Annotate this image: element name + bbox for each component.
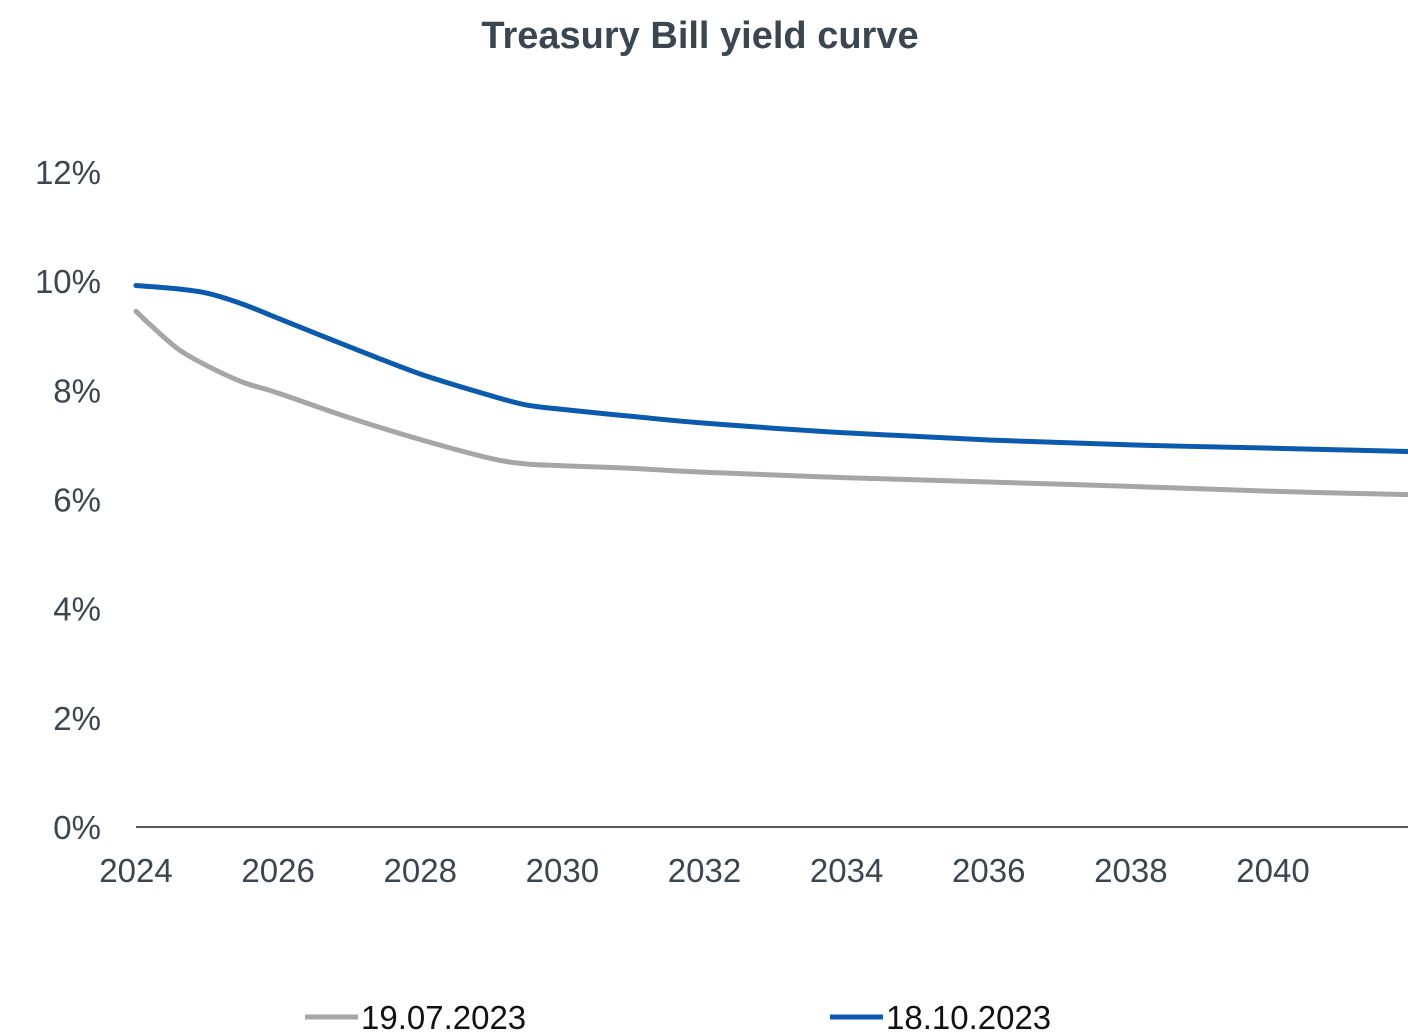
y-tick-label: 4% [53, 591, 101, 628]
x-tick-label: 2032 [668, 852, 741, 889]
x-tick-label: 2034 [810, 852, 883, 889]
y-tick-label: 8% [53, 372, 101, 409]
y-tick-label: 0% [53, 809, 101, 846]
y-tick-label: 2% [53, 700, 101, 737]
chart-title: Treasury Bill yield curve [481, 15, 918, 57]
series-line-1 [133, 308, 1408, 498]
series-lines [133, 283, 1408, 498]
x-tick-label: 2030 [526, 852, 599, 889]
x-tick-label: 2038 [1094, 852, 1167, 889]
x-tick-label: 2040 [1236, 852, 1309, 889]
y-tick-label: 12% [35, 154, 101, 191]
x-tick-label: 2036 [952, 852, 1025, 889]
x-tick-label: 2024 [99, 852, 172, 889]
x-tick-label: 2026 [241, 852, 314, 889]
x-tick-label: 2028 [384, 852, 457, 889]
legend-label-2: 18.10.2023 [886, 999, 1051, 1034]
legend: 19.07.2023 18.10.2023 [305, 999, 1051, 1034]
y-axis-ticks: 0% 2% 4% 6% 8% 10% 12% [35, 154, 101, 846]
y-tick-label: 10% [35, 263, 101, 300]
x-axis-ticks: 2024 2026 2028 2030 2032 2034 2036 2038 2040 [99, 852, 1309, 889]
legend-label-1: 19.07.2023 [361, 999, 526, 1034]
y-tick-label: 6% [53, 482, 101, 519]
series-line-2 [133, 283, 1408, 454]
